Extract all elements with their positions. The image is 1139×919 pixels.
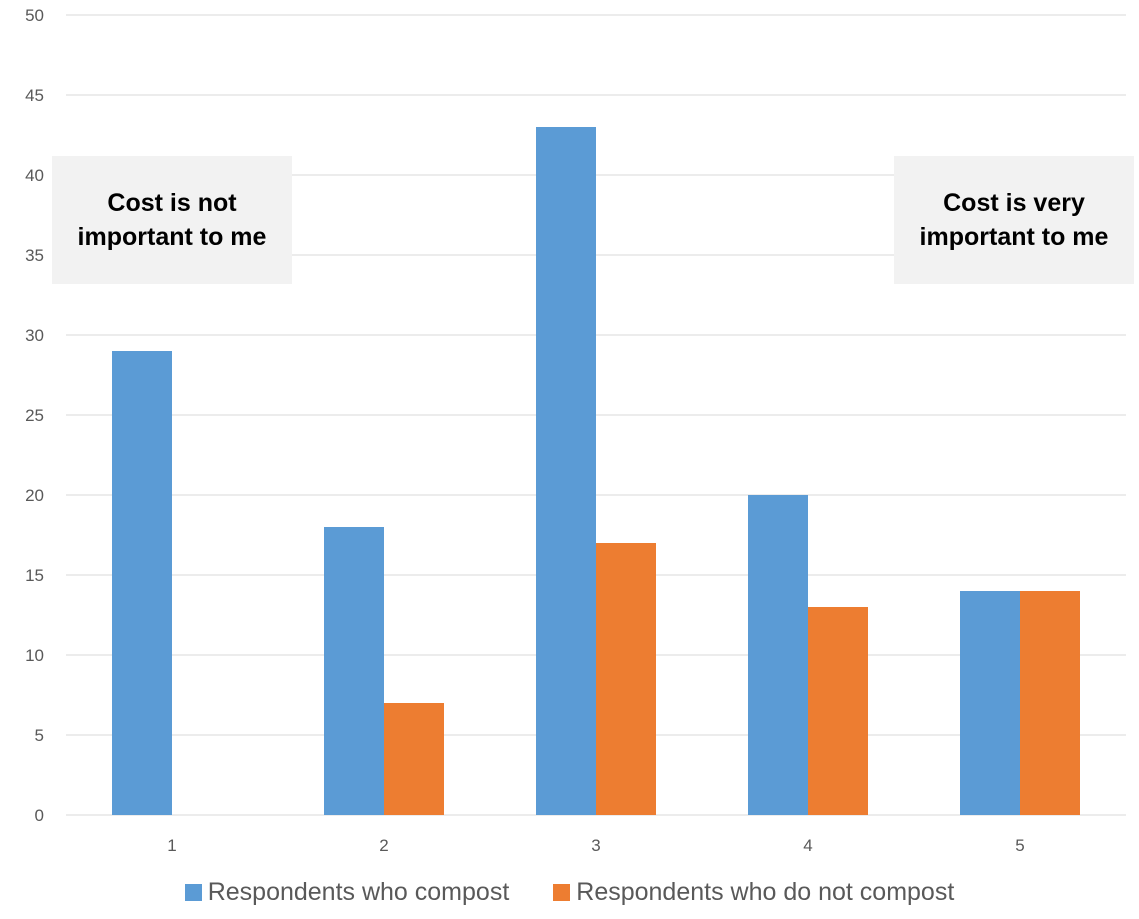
legend-label-no-compost: Respondents who do not compost: [576, 877, 955, 906]
bar: [324, 527, 384, 815]
y-tick-label: 25: [25, 406, 44, 425]
legend-label-compost: Respondents who compost: [207, 877, 510, 906]
callout-right-text: Cost is very important to me: [919, 189, 1109, 251]
x-tick-label: 2: [379, 836, 388, 855]
y-tick-label: 10: [25, 646, 44, 665]
legend-swatch-compost: [184, 883, 202, 901]
y-tick-label: 5: [35, 726, 44, 745]
y-axis-ticks: 0 5 10 15 20 25 30 35 40 45 50: [25, 6, 44, 825]
x-tick-label: 4: [803, 836, 812, 855]
legend-item-no-compost: Respondents who do not compost: [553, 878, 954, 907]
x-tick-label: 5: [1015, 836, 1024, 855]
bar: [596, 543, 656, 815]
legend-swatch-no-compost: [553, 883, 571, 901]
x-tick-label: 1: [167, 836, 176, 855]
x-tick-label: 3: [591, 836, 600, 855]
callout-cost-very-important: Cost is very important to me: [894, 156, 1134, 284]
bar: [384, 703, 444, 815]
x-axis-ticks: 1 2 3 4 5: [167, 836, 1024, 855]
callout-cost-not-important: Cost is not important to me: [52, 156, 292, 284]
bar: [1020, 591, 1080, 815]
bar: [808, 607, 868, 815]
bar: [112, 351, 172, 815]
y-tick-label: 15: [25, 566, 44, 585]
y-tick-label: 30: [25, 326, 44, 345]
y-tick-label: 40: [25, 166, 44, 185]
y-tick-label: 0: [35, 806, 44, 825]
callout-left-text: Cost is not important to me: [77, 189, 267, 251]
bars: [112, 127, 1080, 815]
y-tick-label: 50: [25, 6, 44, 25]
y-tick-label: 45: [25, 86, 44, 105]
legend: Respondents who compost Respondents who …: [0, 872, 1139, 912]
legend-item-compost: Respondents who compost: [184, 877, 510, 907]
bar: [960, 591, 1020, 815]
y-tick-label: 20: [25, 486, 44, 505]
bar: [536, 127, 596, 815]
y-tick-label: 35: [25, 246, 44, 265]
bar: [748, 495, 808, 815]
